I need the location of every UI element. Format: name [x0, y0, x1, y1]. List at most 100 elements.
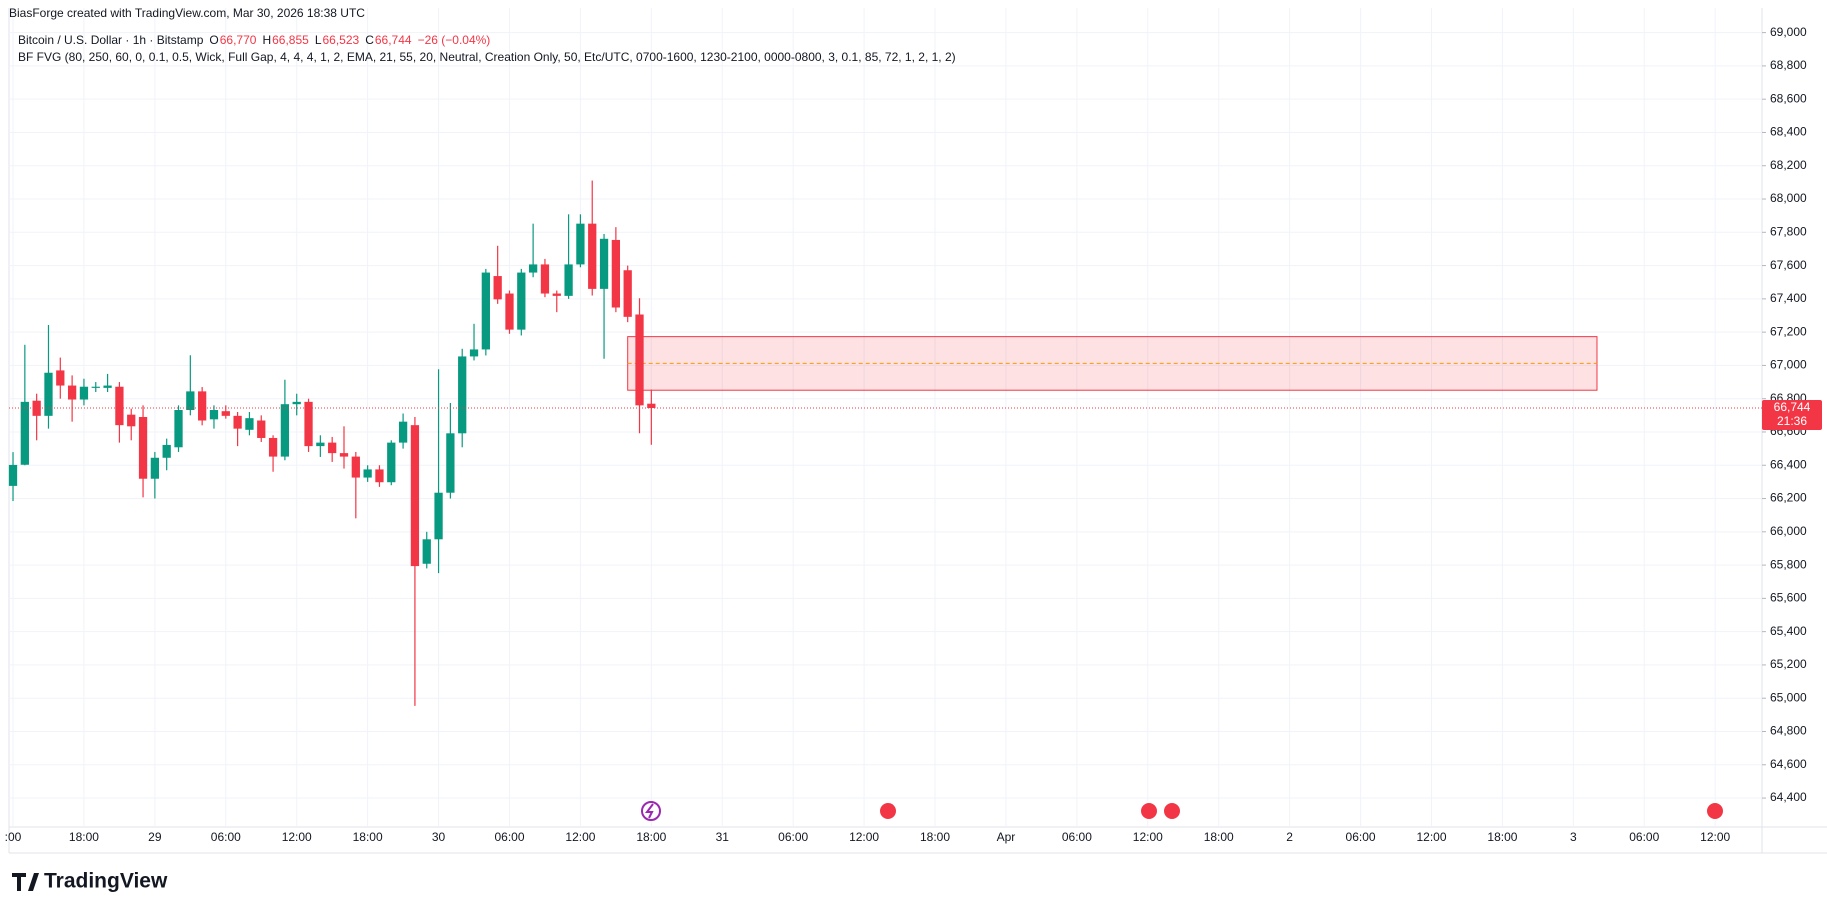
candle-body: [493, 276, 502, 300]
y-tick-label: 64,600: [1770, 757, 1807, 771]
candle-body: [328, 442, 337, 454]
x-tick-label: 12:00: [565, 830, 595, 844]
y-tick-label: 65,600: [1770, 591, 1807, 605]
ohlc-key: L: [315, 33, 322, 47]
ohlc-key: C: [365, 33, 374, 47]
y-tick-label: 66,000: [1770, 524, 1807, 538]
candle-body: [103, 385, 112, 388]
candle-body: [410, 425, 420, 567]
x-tick-label: Apr: [997, 830, 1016, 844]
candle-body: [233, 415, 242, 429]
grid: [9, 8, 1766, 827]
y-tick-label: 68,000: [1770, 191, 1807, 205]
indicator: BF FVG (80, 250, 60, 0, 0.1, 0.5, Wick, …: [18, 50, 956, 64]
candle-body: [91, 386, 100, 388]
candle-body: [552, 293, 561, 296]
candle-body: [599, 238, 609, 289]
candle-body: [162, 444, 171, 458]
y-tick-label: 67,200: [1770, 324, 1807, 338]
candle-body: [564, 264, 573, 296]
candle-body: [398, 421, 408, 443]
x-tick-label: 29: [148, 830, 162, 844]
ohlc-value: 66,770: [220, 33, 257, 47]
y-tick-label: 67,000: [1770, 358, 1807, 372]
candle-body: [375, 469, 384, 483]
logo-mark: [12, 873, 39, 891]
y-tick-label: 65,200: [1770, 657, 1807, 671]
y-tick-label: 68,400: [1770, 125, 1807, 139]
candle-body: [8, 464, 18, 486]
x-tick-label: 18:00: [353, 830, 383, 844]
y-tick-label: 69,000: [1770, 25, 1807, 39]
candle-body: [469, 349, 479, 357]
x-tick-label: 06:00: [778, 830, 808, 844]
y-tick-label: 68,200: [1770, 158, 1807, 172]
candle-body: [517, 272, 526, 330]
candle-body: [245, 418, 254, 430]
ohlc-key: H: [262, 33, 271, 47]
event-icon[interactable]: [878, 801, 898, 821]
candle-body: [458, 356, 467, 434]
y-tick-label: 68,800: [1770, 58, 1807, 72]
candle-body: [623, 270, 632, 317]
marks: [8, 180, 1762, 706]
y-tick-label: 66,200: [1770, 491, 1807, 505]
candle-body: [635, 314, 644, 406]
x-tick-label: 18:00: [920, 830, 950, 844]
candle-body: [198, 391, 207, 421]
x-tick-label: 30: [432, 830, 446, 844]
y-tick-label: 67,800: [1770, 224, 1807, 238]
y-tick-label: 67,600: [1770, 258, 1807, 272]
candle-body: [316, 442, 325, 447]
event-icon[interactable]: [1139, 801, 1159, 821]
candle-body: [79, 386, 89, 400]
candle-body: [387, 442, 396, 483]
x-tick-label: 31: [716, 830, 730, 844]
event-icon-glyph: [645, 803, 654, 819]
event-icons: [641, 801, 1725, 821]
candle-body: [257, 420, 266, 438]
x-tick-label: 12:00: [849, 830, 879, 844]
candle-body: [221, 411, 230, 416]
candle-body: [339, 453, 349, 457]
y-tick-label: 67,400: [1770, 291, 1807, 305]
logo-text: TradingView: [44, 870, 168, 893]
x-tick-label: 3: [1570, 830, 1577, 844]
x-tick-label: 06:00: [494, 830, 524, 844]
candle-body: [588, 223, 597, 289]
y-tick-label: 68,600: [1770, 91, 1807, 105]
countdown-label: 21:36: [1777, 414, 1807, 428]
candle-body: [540, 264, 550, 294]
last-price-box: [1762, 400, 1822, 431]
candle-body: [209, 410, 219, 420]
candle-body: [422, 539, 431, 564]
candle-body: [56, 370, 65, 386]
x-tick-label: 18:00: [1487, 830, 1517, 844]
y-tick-label: 65,400: [1770, 624, 1807, 638]
candle-body: [115, 386, 124, 426]
candle-body: [186, 391, 195, 411]
y-tick-label: 66,400: [1770, 457, 1807, 471]
y-tick-label: 64,800: [1770, 724, 1807, 738]
event-icon[interactable]: [1162, 801, 1182, 821]
y-tick-label: 65,800: [1770, 557, 1807, 571]
candle-body: [268, 437, 278, 457]
candle-body: [351, 456, 360, 478]
x-tick-label: 06:00: [211, 830, 241, 844]
candle-body: [67, 385, 77, 400]
candle-body: [434, 492, 443, 540]
logo: TradingView: [12, 870, 168, 893]
x-tick-label: :00: [5, 830, 22, 844]
candle-body: [304, 401, 313, 447]
last-price-label: 66,744: [1774, 400, 1811, 414]
x-tick-label: 18:00: [69, 830, 99, 844]
candle-body: [481, 272, 490, 350]
candle-body: [150, 457, 160, 479]
candle-body: [446, 433, 455, 493]
event-icon[interactable]: [1705, 801, 1725, 821]
ohlc-value: 66,523: [323, 33, 360, 47]
candle-body: [44, 372, 53, 416]
